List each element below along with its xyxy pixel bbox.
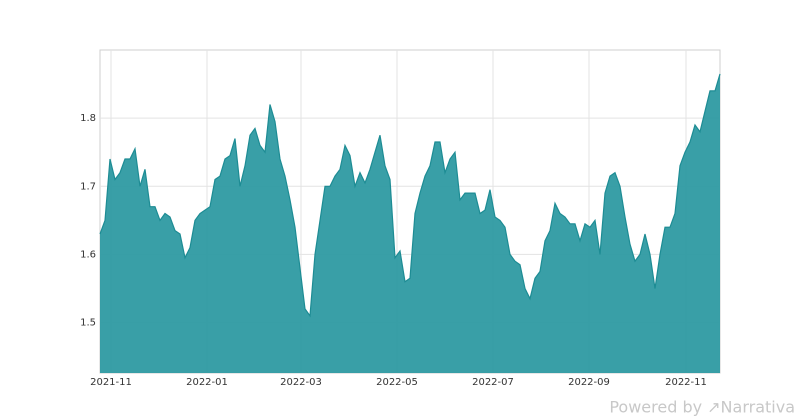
y-tick-label: 1.5 [80, 318, 96, 329]
area-line [99, 73, 721, 318]
watermark: Powered by ↗Narrativa [609, 398, 795, 417]
y-tick-label: 1.6 [80, 249, 96, 260]
x-tick-label: 2022-11 [665, 377, 707, 388]
y-tick-label: 1.8 [80, 113, 96, 124]
y-tick-label: 1.7 [80, 181, 96, 192]
area [100, 73, 720, 374]
x-tick-label: 2022-03 [280, 377, 322, 388]
x-tick-label: 2022-05 [376, 377, 418, 388]
x-tick-label: 2021-11 [90, 377, 132, 388]
x-tick-label: 2022-01 [186, 377, 228, 388]
x-tick-label: 2022-07 [472, 377, 514, 388]
x-tick-label: 2022-09 [568, 377, 610, 388]
